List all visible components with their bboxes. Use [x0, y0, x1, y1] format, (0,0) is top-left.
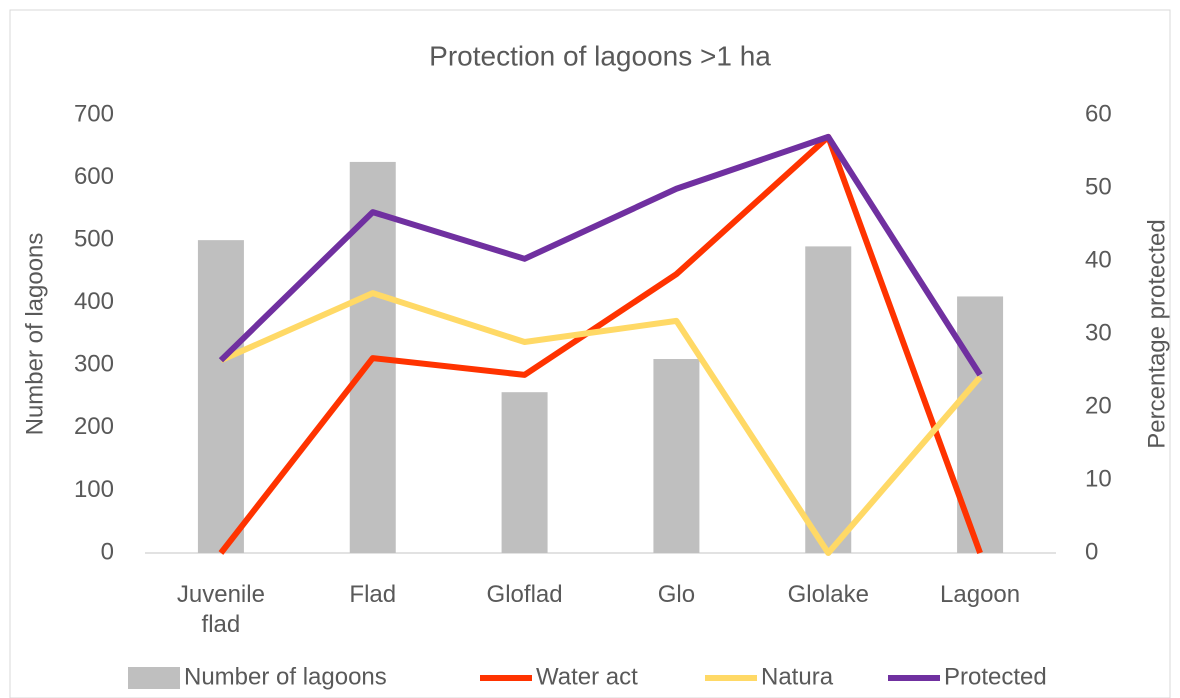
y-tick-label: 600	[74, 163, 114, 190]
y2-tick-label: 30	[1085, 319, 1112, 346]
y-tick-label: 100	[74, 476, 114, 503]
y2-tick-label: 40	[1085, 246, 1112, 273]
y2-tick-label: 50	[1085, 173, 1112, 200]
bar	[501, 392, 548, 553]
legend-label: Protected	[944, 663, 1047, 690]
legend-label: Number of lagoons	[184, 663, 387, 690]
chart-title: Protection of lagoons >1 ha	[429, 40, 771, 71]
y-axis-title: Number of lagoons	[21, 233, 48, 436]
x-tick-label: Gloflad	[486, 581, 563, 608]
y-tick-label: 0	[101, 538, 114, 565]
legend-label: Water act	[536, 663, 638, 690]
bar	[197, 240, 244, 553]
x-tick-label: Juvenile flad	[176, 581, 265, 638]
x-tick-label: Glo	[657, 581, 696, 608]
y2-tick-label: 20	[1085, 392, 1112, 419]
y-tick-label: 500	[74, 225, 114, 252]
line-series	[218, 133, 983, 555]
y2-axis-title: Percentage protected	[1143, 219, 1170, 449]
chart-border	[9, 9, 1171, 698]
y2-tick-label: 0	[1085, 538, 1098, 565]
y2-tick-label: 60	[1085, 100, 1112, 127]
x-tick-label: Glolake	[787, 581, 869, 608]
legend-label: Natura	[761, 663, 834, 690]
bar	[805, 246, 852, 553]
y-tick-label: 200	[74, 413, 114, 440]
y-tick-label: 700	[74, 100, 114, 127]
y2-tick-label: 10	[1085, 465, 1112, 492]
line-series	[218, 133, 983, 377]
line-series	[219, 290, 983, 556]
y-tick-label: 300	[74, 351, 114, 378]
x-tick-label: Lagoon	[940, 581, 1021, 608]
bar	[653, 359, 700, 553]
legend-swatch	[128, 667, 180, 689]
x-tick-label: Flad	[349, 581, 397, 608]
y-tick-label: 400	[74, 288, 114, 315]
